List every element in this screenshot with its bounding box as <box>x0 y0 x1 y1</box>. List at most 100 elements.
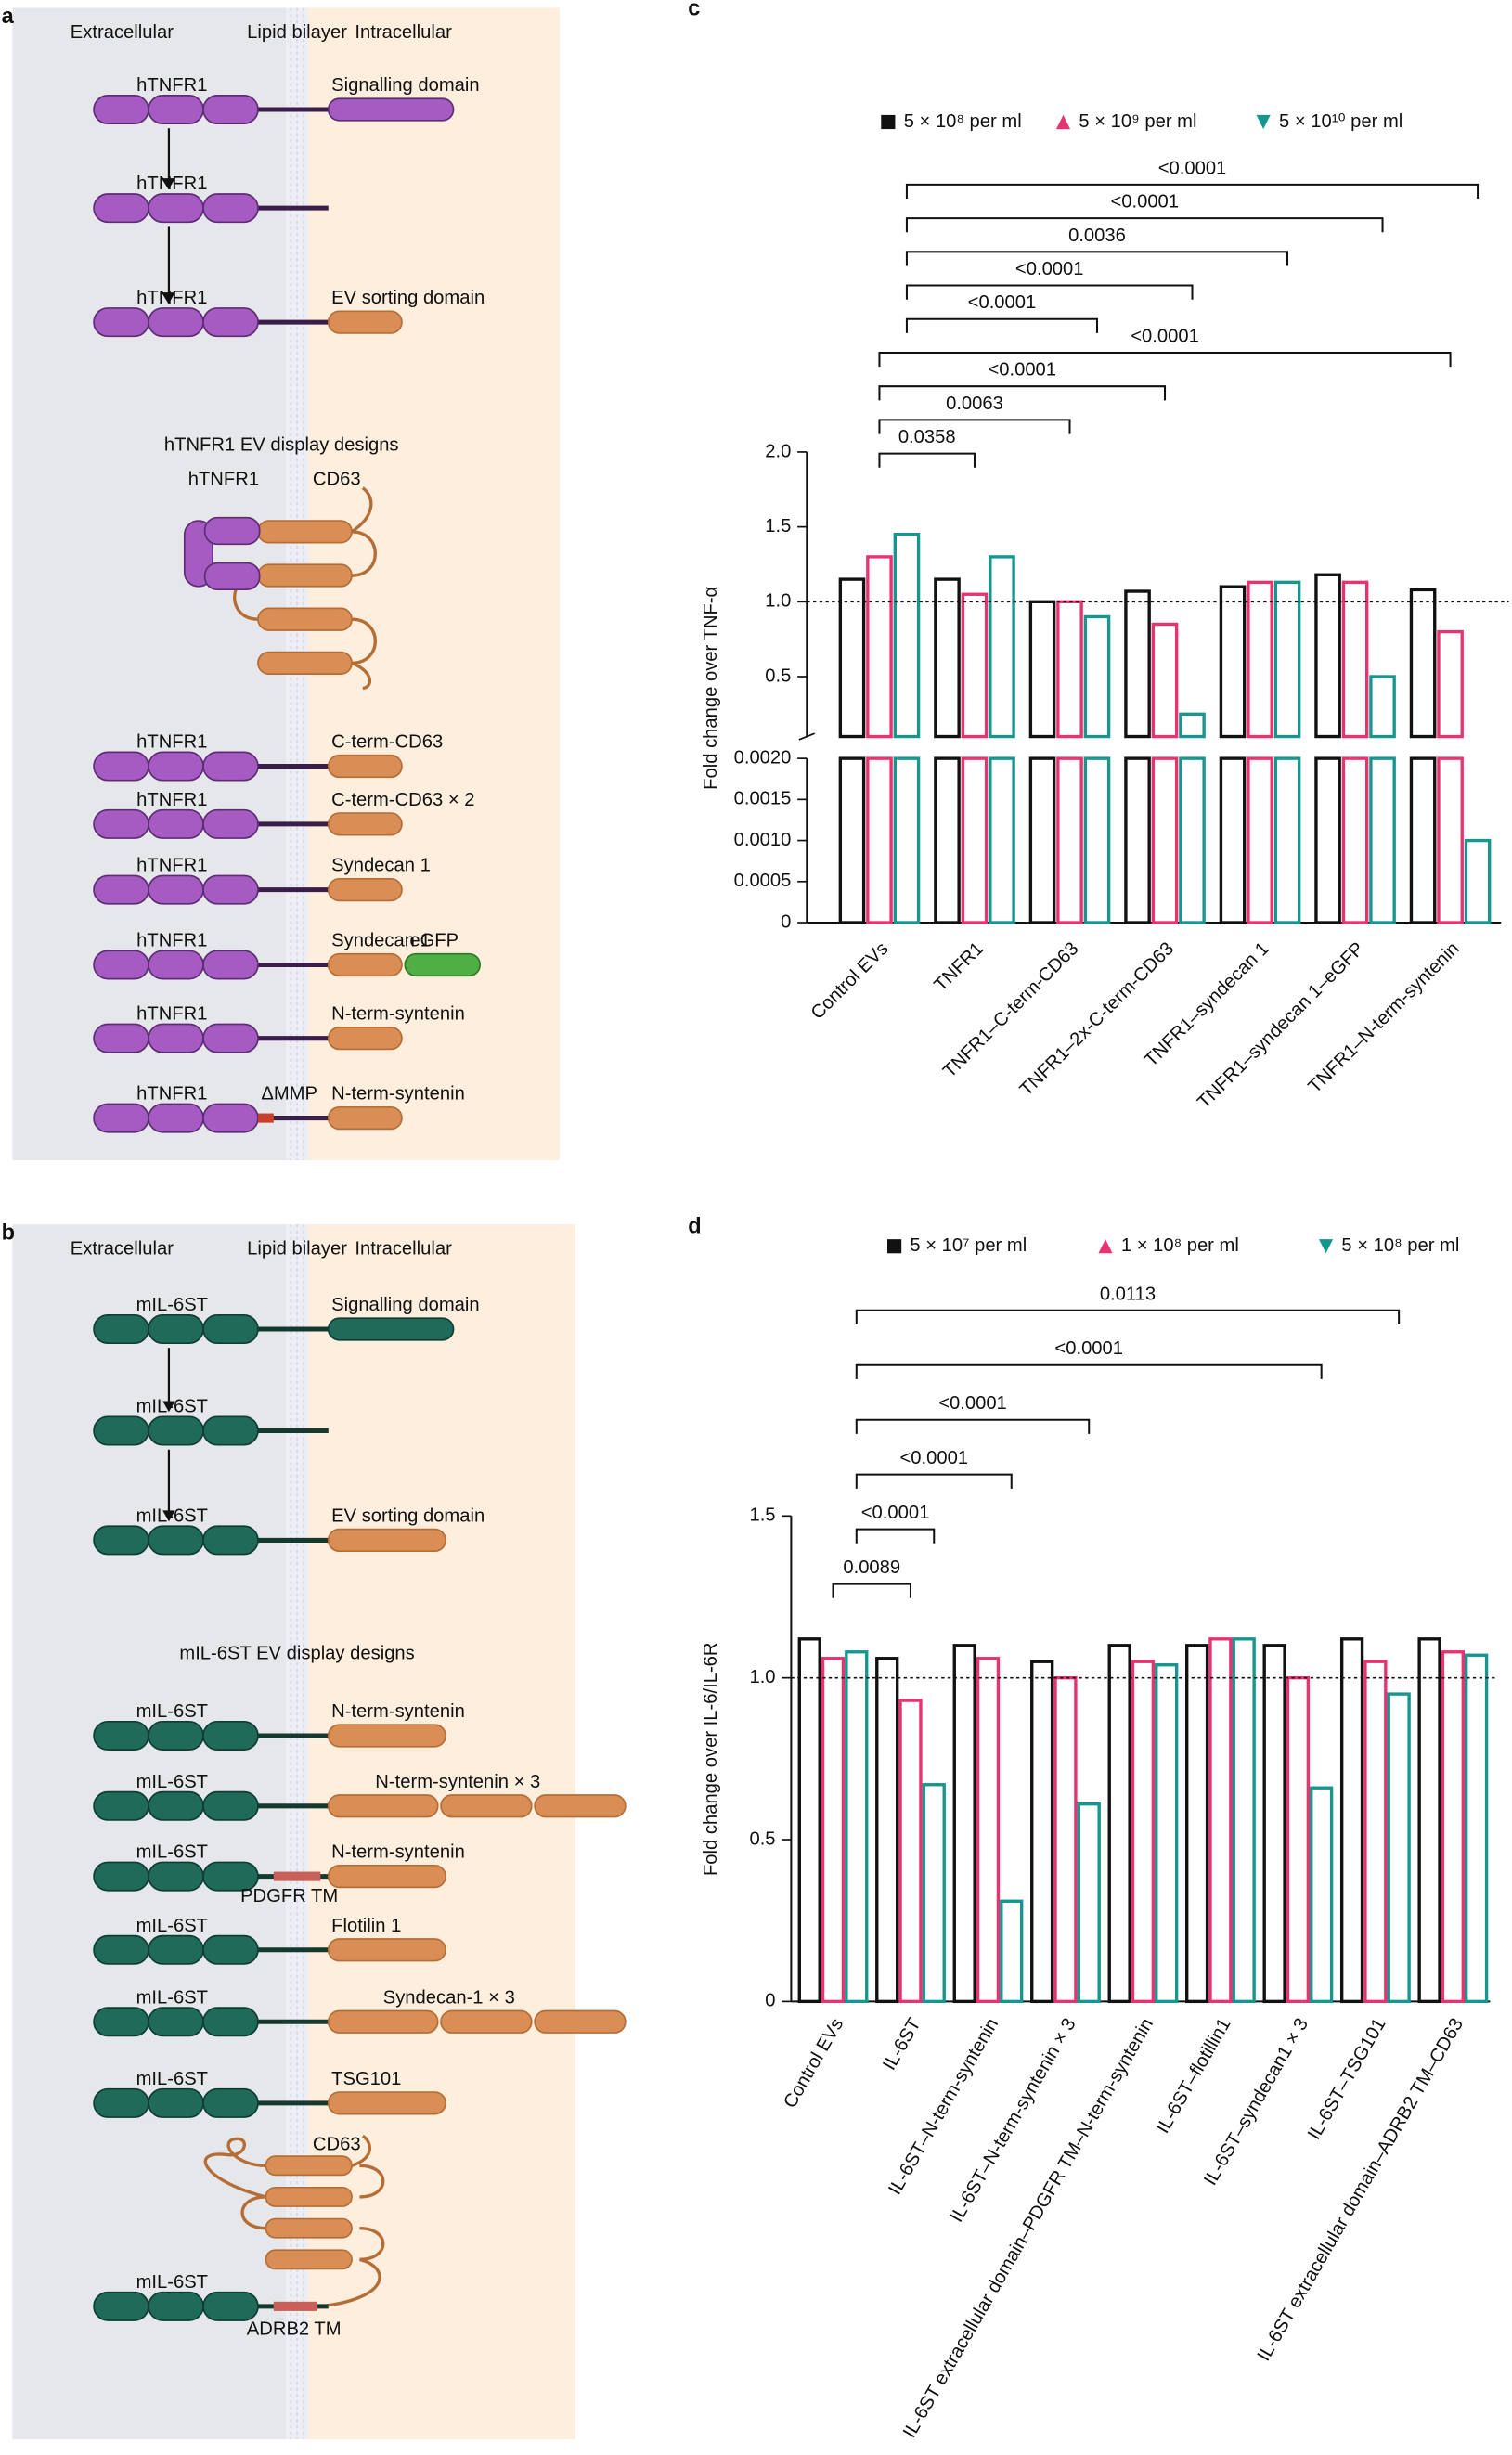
arrow-head <box>162 292 175 304</box>
construct-label: Syndecan-1 × 3 <box>383 1987 515 2008</box>
protein-domain <box>93 1415 149 1446</box>
protein-domain <box>148 751 204 782</box>
construct-label: Signalling domain <box>331 75 480 96</box>
protein-domain <box>93 751 149 782</box>
p-value-label: 0.0089 <box>843 1557 900 1578</box>
bar <box>1314 756 1341 924</box>
construct-label: Signalling domain <box>331 1295 480 1315</box>
y-tick-label: 0.0010 <box>734 830 792 850</box>
protein-domain <box>93 2007 149 2037</box>
protein-domain <box>148 1790 204 1821</box>
protein-domain <box>202 2007 259 2037</box>
protein-domain <box>148 1934 204 1965</box>
cd63-segment <box>257 520 353 544</box>
region-label: Intracellular <box>355 22 452 43</box>
construct-label: hTNFR1 <box>136 1004 207 1025</box>
bar <box>1409 588 1437 739</box>
p-value-label: <0.0001 <box>968 292 1037 313</box>
mmp-deletion <box>257 1113 274 1123</box>
significance-bracket <box>878 419 1071 434</box>
construct-label: N-term-syntenin <box>331 1004 465 1025</box>
significance-bracket <box>855 1473 1013 1489</box>
bar <box>1208 1637 1233 2004</box>
bar <box>1286 1675 1311 2004</box>
bar <box>1056 756 1083 924</box>
legend-marker <box>1098 1239 1113 1254</box>
y-tick-label: 2.0 <box>765 441 791 461</box>
construct-label: hTNFR1 <box>136 1084 207 1105</box>
p-value-label: <0.0001 <box>861 1503 930 1523</box>
bar <box>1131 1660 1156 2004</box>
significance-bracket <box>878 452 976 468</box>
bar <box>898 1699 923 2004</box>
construct-label: mIL-6ST <box>136 1772 208 1792</box>
protein-domain <box>148 1720 204 1751</box>
sorting-domain <box>327 1794 439 1818</box>
p-value-label: <0.0001 <box>1054 1338 1123 1359</box>
protein-domain <box>148 1023 204 1053</box>
bar <box>1124 756 1151 924</box>
y-tick-label: 0 <box>765 1991 775 2011</box>
significance-bracket <box>905 284 1194 300</box>
construct-label: eGFP <box>409 931 459 951</box>
bar <box>1369 675 1396 739</box>
panel-label: d <box>688 1214 701 1238</box>
bar <box>838 577 866 739</box>
construct-label: mIL-6ST <box>136 1397 208 1417</box>
sorting-domain <box>327 754 403 779</box>
construct-label: PDGFR TM <box>240 1886 338 1906</box>
construct-label: N-term-syntenin <box>331 1084 465 1105</box>
legend-marker <box>1256 114 1271 130</box>
construct-label: hTNFR1 <box>136 931 207 951</box>
construct-label: C-term-CD63 × 2 <box>331 790 474 810</box>
protein-domain <box>203 516 261 546</box>
protein-domain <box>203 562 261 591</box>
significance-bracket <box>905 183 1480 200</box>
bar <box>934 756 961 924</box>
protein-domain <box>93 1103 149 1133</box>
significance-bracket <box>905 251 1289 266</box>
p-value-label: <0.0001 <box>1015 259 1084 279</box>
panel-label: c <box>688 0 700 19</box>
sorting-domain <box>440 1794 533 1818</box>
legend-marker <box>1055 114 1071 130</box>
bar <box>1028 600 1056 739</box>
sorting-domain <box>327 877 403 902</box>
bar <box>875 1657 899 2004</box>
bar <box>1247 580 1273 739</box>
protein-domain <box>202 193 259 224</box>
p-value-label: <0.0001 <box>1110 192 1179 213</box>
bar <box>1179 756 1206 924</box>
protein-domain <box>202 1861 259 1892</box>
bar <box>1262 1644 1286 2004</box>
cd63-segment <box>257 607 353 631</box>
bar <box>1437 756 1464 924</box>
p-value-label: <0.0001 <box>899 1448 968 1468</box>
bar <box>1310 1786 1334 2004</box>
bar <box>1030 1660 1054 2004</box>
protein-domain <box>93 1790 149 1821</box>
bar <box>1151 622 1179 739</box>
protein-domain <box>202 874 259 905</box>
protein-domain <box>202 950 259 980</box>
construct-label: mIL-6ST <box>136 1701 208 1722</box>
bar <box>1247 756 1273 924</box>
bar <box>893 756 921 924</box>
bar <box>1339 1637 1364 2004</box>
y-tick-label: 1.0 <box>765 591 791 612</box>
sorting-domain <box>440 2009 533 2034</box>
x-tick-label: IL-6ST <box>879 2015 924 2074</box>
protein-domain <box>202 2087 259 2118</box>
protein-domain <box>202 1023 259 1053</box>
bar <box>1000 1899 1024 2004</box>
protein-domain <box>202 1313 259 1345</box>
cd63-segment <box>265 2155 353 2177</box>
egfp-domain <box>404 952 482 977</box>
cd63-segment <box>265 2186 353 2207</box>
legend-label: 5 × 10⁸ per ml <box>1341 1235 1459 1256</box>
legend-marker <box>1318 1239 1334 1254</box>
x-tick-label: TNFR1–syndecan 1–eGFP <box>1194 938 1368 1113</box>
arrow-head <box>162 1510 175 1522</box>
x-tick-label: Control EVs <box>808 938 893 1024</box>
construct-label: mIL-6ST <box>136 1505 208 1526</box>
